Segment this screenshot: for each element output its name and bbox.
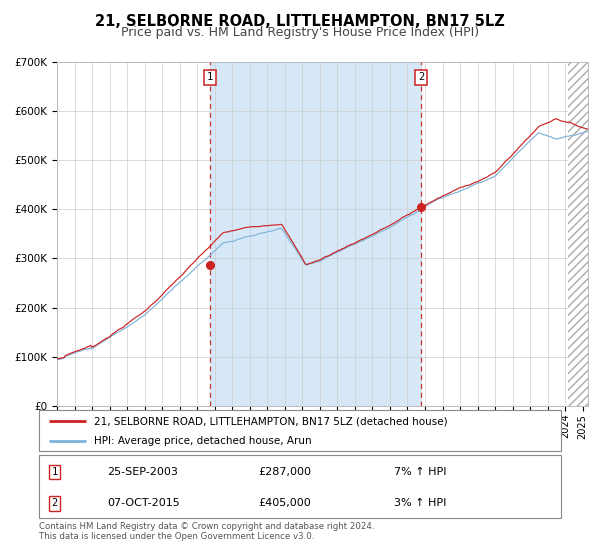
Text: 7% ↑ HPI: 7% ↑ HPI bbox=[394, 467, 446, 477]
Text: 21, SELBORNE ROAD, LITTLEHAMPTON, BN17 5LZ (detached house): 21, SELBORNE ROAD, LITTLEHAMPTON, BN17 5… bbox=[94, 417, 448, 426]
FancyBboxPatch shape bbox=[39, 410, 561, 451]
Bar bbox=[568, 62, 589, 406]
FancyBboxPatch shape bbox=[39, 455, 561, 518]
Text: 2: 2 bbox=[52, 498, 58, 508]
Text: HPI: Average price, detached house, Arun: HPI: Average price, detached house, Arun bbox=[94, 436, 311, 446]
Text: Price paid vs. HM Land Registry's House Price Index (HPI): Price paid vs. HM Land Registry's House … bbox=[121, 26, 479, 39]
Text: 1: 1 bbox=[52, 467, 58, 477]
Text: 07-OCT-2015: 07-OCT-2015 bbox=[107, 498, 179, 508]
Bar bbox=[210, 62, 421, 406]
Text: 21, SELBORNE ROAD, LITTLEHAMPTON, BN17 5LZ: 21, SELBORNE ROAD, LITTLEHAMPTON, BN17 5… bbox=[95, 14, 505, 29]
Text: Contains HM Land Registry data © Crown copyright and database right 2024.: Contains HM Land Registry data © Crown c… bbox=[39, 522, 374, 531]
Text: £405,000: £405,000 bbox=[258, 498, 311, 508]
Text: 1: 1 bbox=[207, 72, 213, 82]
Text: 2: 2 bbox=[418, 72, 424, 82]
Text: This data is licensed under the Open Government Licence v3.0.: This data is licensed under the Open Gov… bbox=[39, 532, 314, 541]
Text: 25-SEP-2003: 25-SEP-2003 bbox=[107, 467, 178, 477]
Text: 3% ↑ HPI: 3% ↑ HPI bbox=[394, 498, 446, 508]
Text: £287,000: £287,000 bbox=[258, 467, 311, 477]
